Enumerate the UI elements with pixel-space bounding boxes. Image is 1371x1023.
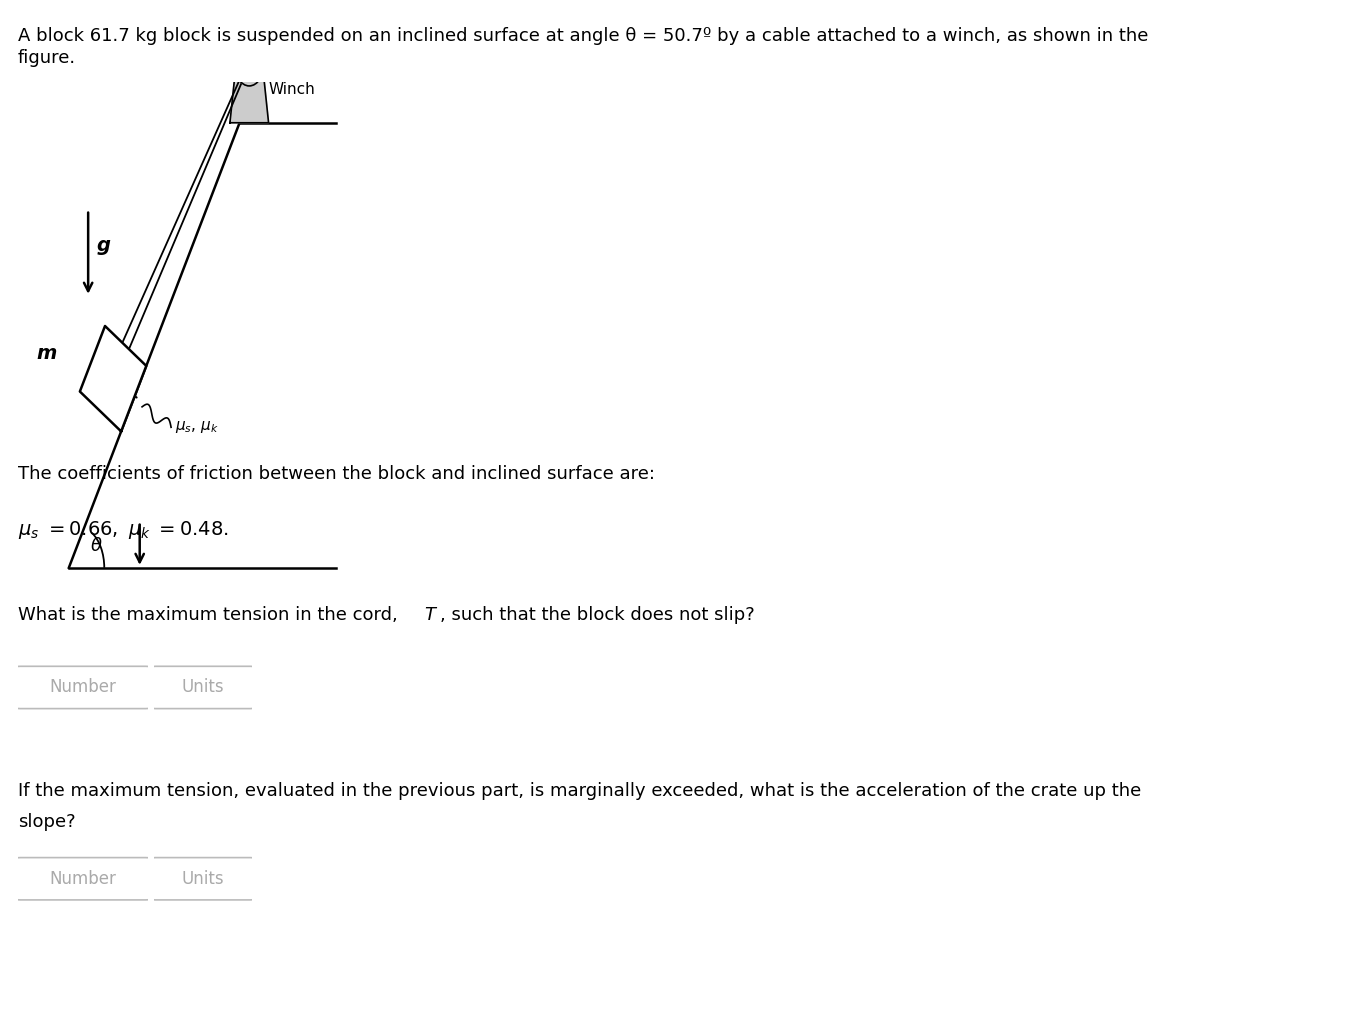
Text: The coefficients of friction between the block and inclined surface are:: The coefficients of friction between the… [18,465,655,484]
Text: g: g [96,236,110,255]
Text: Number: Number [49,870,117,888]
Text: m: m [37,344,58,363]
Text: slope?: slope? [18,813,75,832]
Polygon shape [80,326,147,432]
Text: , such that the block does not slip?: , such that the block does not slip? [440,606,755,624]
Circle shape [234,37,265,86]
Text: Winch: Winch [269,82,315,96]
Text: $\mu_s$ $= 0.66,$ $\mu_k$ $= 0.48.$: $\mu_s$ $= 0.66,$ $\mu_k$ $= 0.48.$ [18,519,229,541]
Text: Units: Units [181,678,225,697]
Text: $T$: $T$ [424,606,437,624]
FancyBboxPatch shape [14,666,152,709]
Text: Number: Number [49,678,117,697]
Text: $\mu_s$, $\mu_k$: $\mu_s$, $\mu_k$ [175,419,219,436]
Text: Units: Units [181,870,225,888]
Polygon shape [230,61,269,123]
Text: figure.: figure. [18,49,75,68]
Text: $\theta$: $\theta$ [89,537,103,554]
FancyBboxPatch shape [14,857,152,900]
Text: What is the maximum tension in the cord,: What is the maximum tension in the cord, [18,606,403,624]
FancyBboxPatch shape [151,857,255,900]
Text: A block 61.7 kg block is suspended on an inclined surface at angle θ = 50.7º by : A block 61.7 kg block is suspended on an… [18,27,1148,45]
Text: If the maximum tension, evaluated in the previous part, is marginally exceeded, : If the maximum tension, evaluated in the… [18,782,1141,800]
FancyBboxPatch shape [151,666,255,709]
